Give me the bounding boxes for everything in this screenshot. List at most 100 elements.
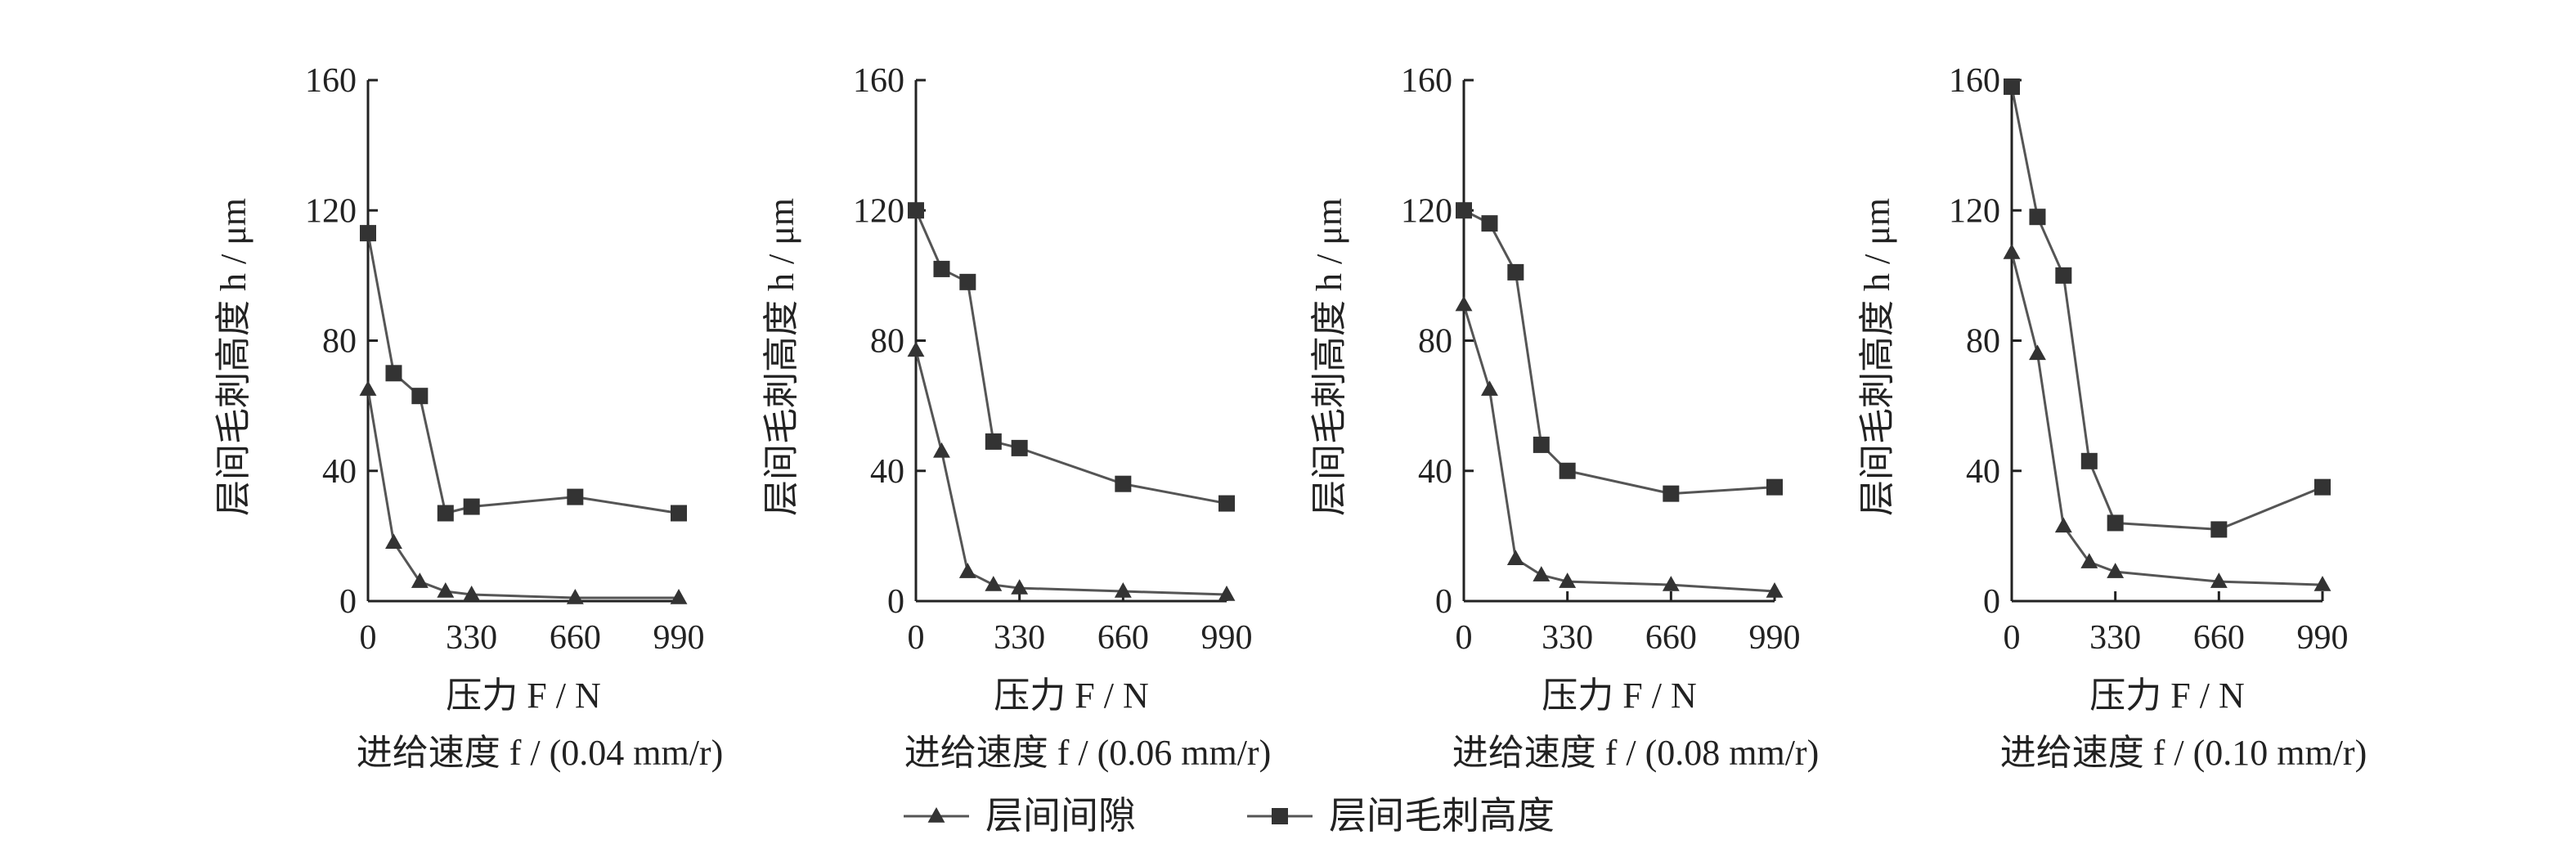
y-tick-label: 120 bbox=[1401, 192, 1452, 230]
data-point-triangle bbox=[2054, 517, 2072, 533]
chart-panel-3: 0 40 80 120 160 0 330 660 990 层间毛刺高度 h / μm 压力 F /… bbox=[1309, 62, 1819, 773]
y-tick-label: 80 bbox=[1966, 323, 2000, 361]
data-point-square bbox=[985, 433, 1002, 450]
data-point-square bbox=[411, 388, 429, 405]
data-point-square bbox=[567, 488, 584, 505]
x-tick-label: 0 bbox=[2004, 619, 2021, 657]
y-axis-title: 层间毛刺高度 h / μm bbox=[761, 198, 801, 516]
series-burr-height bbox=[1456, 202, 1783, 502]
data-point-square bbox=[1218, 495, 1235, 512]
data-point-square bbox=[2107, 514, 2124, 532]
series-line bbox=[914, 350, 1227, 596]
data-point-square bbox=[1663, 485, 1680, 502]
series-burr-height bbox=[908, 202, 1235, 512]
x-tick-label: 330 bbox=[2089, 619, 2141, 657]
data-point-triangle bbox=[1766, 582, 1784, 598]
series-line bbox=[1462, 304, 1775, 593]
x-tick-label: 0 bbox=[360, 619, 377, 657]
x-axis-title: 压力 F / N bbox=[1542, 676, 1696, 716]
data-point-square bbox=[2210, 521, 2228, 538]
x-tick-label: 330 bbox=[1542, 619, 1593, 657]
panel-caption: 进给速度 f / (0.06 mm/r) bbox=[904, 733, 1272, 773]
x-tick-label: 990 bbox=[1749, 619, 1801, 657]
data-point-triangle bbox=[958, 563, 976, 578]
data-point-square bbox=[1507, 263, 1524, 281]
series-line bbox=[914, 209, 1227, 505]
data-point-triangle bbox=[2210, 572, 2228, 588]
chart-panel-1: 0 40 80 120 160 0 330 660 990 层间毛刺高度 h / μm 压力 F /… bbox=[213, 62, 723, 773]
series-line bbox=[2010, 252, 2323, 586]
data-point-square bbox=[671, 505, 687, 522]
y-tick-label: 40 bbox=[870, 453, 904, 491]
data-point-square bbox=[2080, 452, 2098, 469]
x-tick-label: 0 bbox=[908, 619, 925, 657]
x-axis-title: 压力 F / N bbox=[446, 676, 600, 716]
data-point-square bbox=[1533, 436, 1550, 453]
data-point-triangle bbox=[1506, 550, 1524, 565]
y-axis-title: 层间毛刺高度 h / μm bbox=[213, 198, 254, 516]
data-point-square bbox=[1115, 475, 1132, 492]
series-burr-height bbox=[2004, 78, 2331, 538]
chart-panel-4: 0 40 80 120 160 0 330 660 990 层间毛刺高度 h / μm 压力 F /… bbox=[1857, 62, 2367, 773]
data-point-triangle bbox=[411, 572, 429, 588]
data-point-triangle bbox=[1481, 380, 1498, 396]
data-point-square bbox=[2029, 209, 2046, 226]
legend-square-marker bbox=[1272, 808, 1288, 824]
data-point-triangle bbox=[437, 582, 455, 598]
data-point-triangle bbox=[1455, 295, 1473, 312]
panel-caption: 进给速度 f / (0.08 mm/r) bbox=[1452, 733, 1820, 773]
y-tick-label: 120 bbox=[305, 192, 357, 230]
data-point-square bbox=[1481, 215, 1498, 232]
x-tick-label: 990 bbox=[653, 619, 705, 657]
y-tick-label: 160 bbox=[853, 62, 904, 100]
series-gap bbox=[907, 341, 1236, 601]
series-gap bbox=[359, 380, 688, 604]
series-gap bbox=[1455, 295, 1784, 598]
series-line bbox=[366, 388, 679, 599]
data-point-square bbox=[1766, 478, 1783, 496]
x-tick-label: 660 bbox=[1645, 619, 1697, 657]
data-point-square bbox=[2314, 478, 2331, 496]
y-tick-label: 0 bbox=[887, 583, 904, 621]
y-tick-label: 40 bbox=[322, 453, 357, 491]
x-tick-label: 660 bbox=[550, 619, 601, 657]
data-point-triangle bbox=[2313, 576, 2331, 591]
y-axis-title: 层间毛刺高度 h / μm bbox=[1309, 198, 1349, 516]
data-point-triangle bbox=[1114, 582, 1132, 598]
data-point-square bbox=[437, 505, 454, 522]
chart-panels: 0 40 80 120 160 0 330 660 990 层间毛刺高度 h / μm 压力 F /… bbox=[213, 62, 2367, 773]
x-tick-label: 660 bbox=[2193, 619, 2245, 657]
y-tick-label: 80 bbox=[870, 323, 904, 361]
y-tick-label: 160 bbox=[1949, 62, 2000, 100]
data-point-triangle bbox=[2080, 553, 2098, 568]
legend: 层间间隙 层间毛刺高度 bbox=[904, 795, 1555, 837]
data-point-triangle bbox=[1662, 576, 1680, 591]
legend-item-2: 层间毛刺高度 bbox=[1247, 795, 1555, 837]
data-point-square bbox=[360, 225, 376, 242]
x-tick-label: 330 bbox=[446, 619, 497, 657]
y-tick-label: 120 bbox=[1949, 192, 2000, 230]
legend-item-1: 层间间隙 bbox=[904, 795, 1136, 837]
series-gap bbox=[2003, 244, 2331, 591]
y-tick-label: 0 bbox=[1983, 583, 2000, 621]
y-tick-label: 80 bbox=[322, 323, 357, 361]
y-tick-label: 160 bbox=[1401, 62, 1452, 100]
data-point-square bbox=[959, 273, 976, 290]
y-tick-label: 160 bbox=[305, 62, 357, 100]
legend-triangle-marker bbox=[927, 807, 945, 823]
data-point-triangle bbox=[566, 589, 584, 604]
y-tick-label: 40 bbox=[1418, 453, 1452, 491]
x-tick-label: 990 bbox=[2297, 619, 2349, 657]
data-point-square bbox=[2004, 78, 2020, 95]
data-point-triangle bbox=[1218, 586, 1236, 601]
series-line bbox=[366, 232, 680, 515]
x-axis-title: 压力 F / N bbox=[994, 676, 1148, 716]
y-tick-label: 80 bbox=[1418, 323, 1452, 361]
data-point-triangle bbox=[933, 442, 950, 458]
legend-label: 层间毛刺高度 bbox=[1329, 795, 1555, 837]
series-line bbox=[2010, 86, 2323, 531]
data-point-triangle bbox=[1559, 572, 1577, 588]
data-point-square bbox=[1011, 439, 1028, 456]
data-point-square bbox=[1559, 462, 1576, 479]
